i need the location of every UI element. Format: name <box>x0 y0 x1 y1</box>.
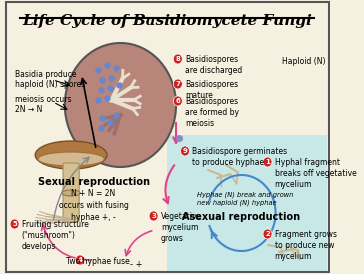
Circle shape <box>173 96 182 106</box>
Text: 4: 4 <box>78 257 83 263</box>
Text: N + N = 2N
occurs with fusing
hyphae +, -: N + N = 2N occurs with fusing hyphae +, … <box>59 189 128 222</box>
Text: 8: 8 <box>175 56 180 62</box>
Text: Asexual reproduction: Asexual reproduction <box>182 212 301 222</box>
Circle shape <box>173 79 182 89</box>
Text: Haploid (N): Haploid (N) <box>282 57 325 66</box>
Circle shape <box>263 229 272 239</box>
Text: Fruiting structure
("mushroom")
develops: Fruiting structure ("mushroom") develops <box>22 220 89 251</box>
Text: 2: 2 <box>265 231 270 237</box>
Ellipse shape <box>62 190 80 196</box>
FancyBboxPatch shape <box>63 163 79 222</box>
Circle shape <box>173 54 182 64</box>
Circle shape <box>10 219 19 229</box>
Text: Basidiospores
mature: Basidiospores mature <box>185 80 238 100</box>
Text: 6: 6 <box>175 98 180 104</box>
Text: Fragment grows
to produce new
mycelium: Fragment grows to produce new mycelium <box>275 230 337 261</box>
Ellipse shape <box>35 141 107 169</box>
Ellipse shape <box>38 152 104 166</box>
Circle shape <box>149 211 158 221</box>
Circle shape <box>181 146 190 156</box>
Text: 9: 9 <box>183 148 187 154</box>
Text: - +: - + <box>130 260 143 269</box>
Text: Basidiospores
are discharged: Basidiospores are discharged <box>185 55 242 75</box>
Text: Vegetative
mycelium
grows: Vegetative mycelium grows <box>161 212 202 243</box>
Text: Basidiospores
are formed by
meiosis: Basidiospores are formed by meiosis <box>185 97 239 128</box>
Text: 7: 7 <box>175 81 180 87</box>
Text: Hyphae (N) break and grown
new haploid (N) hyphae: Hyphae (N) break and grown new haploid (… <box>197 192 293 206</box>
Text: meiosis occurs
2N → N: meiosis occurs 2N → N <box>15 95 71 115</box>
Circle shape <box>76 255 84 265</box>
Text: Hyphal fragment
breaks off vegetative
mycelium: Hyphal fragment breaks off vegetative my… <box>275 158 356 189</box>
Text: Two hyphae fuse: Two hyphae fuse <box>66 257 130 266</box>
Text: Basidiospore germinates
to produce hyphae: Basidiospore germinates to produce hypha… <box>192 147 287 167</box>
Text: 5: 5 <box>12 221 17 227</box>
Text: 1: 1 <box>265 159 270 165</box>
Text: Life Cycle of Basidiomycete Fungi: Life Cycle of Basidiomycete Fungi <box>22 14 312 28</box>
FancyBboxPatch shape <box>167 135 327 272</box>
Text: 3: 3 <box>151 213 156 219</box>
Circle shape <box>263 157 272 167</box>
Text: Sexual reproduction: Sexual reproduction <box>37 177 150 187</box>
Circle shape <box>65 43 176 167</box>
Text: Basidia produce
haploid (N) spores: Basidia produce haploid (N) spores <box>15 70 85 89</box>
